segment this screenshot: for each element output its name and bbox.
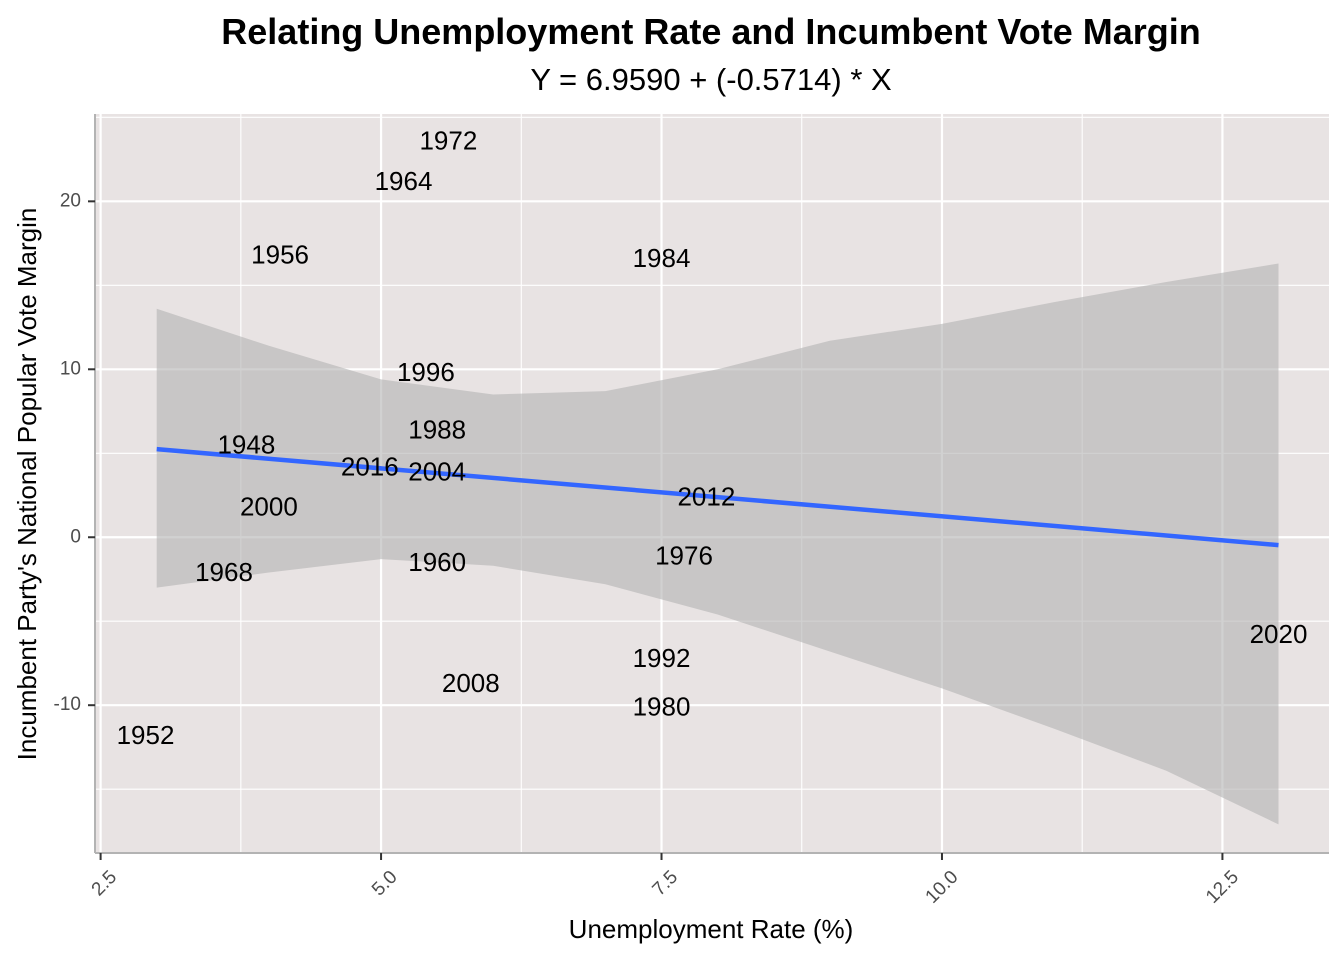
point-label-1988: 1988 xyxy=(408,414,466,444)
point-label-1956: 1956 xyxy=(251,240,309,270)
y-axis-ticks: -10 0 10 20 xyxy=(54,190,95,715)
point-label-1948: 1948 xyxy=(217,429,275,459)
point-label-2004: 2004 xyxy=(408,456,466,486)
point-label-1996: 1996 xyxy=(397,357,455,387)
point-label-2012: 2012 xyxy=(677,481,735,511)
x-tick-label: 5.0 xyxy=(368,867,402,901)
point-label-2008: 2008 xyxy=(442,668,500,698)
y-axis-title: Incumbent Party's National Popular Vote … xyxy=(12,208,42,761)
chart-title: Relating Unemployment Rate and Incumbent… xyxy=(221,11,1201,52)
point-label-1964: 1964 xyxy=(375,166,433,196)
point-label-1976: 1976 xyxy=(655,540,713,570)
x-tick-label: 10.0 xyxy=(922,867,963,908)
y-tick-label: -10 xyxy=(54,694,81,715)
x-tick-label: 7.5 xyxy=(649,867,683,901)
point-label-1972: 1972 xyxy=(419,125,477,155)
point-label-2020: 2020 xyxy=(1250,619,1308,649)
chart-subtitle: Y = 6.9590 + (-0.5714) * X xyxy=(530,62,892,97)
point-label-1992: 1992 xyxy=(633,643,691,673)
x-axis-ticks: 2.5 5.0 7.5 10.0 12.5 xyxy=(88,853,1243,908)
point-label-2000: 2000 xyxy=(240,492,298,522)
regression-line xyxy=(156,446,1279,548)
confidence-band xyxy=(156,263,1279,825)
point-label-2016: 2016 xyxy=(341,451,399,481)
y-tick-label: 10 xyxy=(60,358,81,379)
x-tick-label: 2.5 xyxy=(88,867,122,901)
x-axis-title: Unemployment Rate (%) xyxy=(569,914,854,944)
y-tick-label: 20 xyxy=(60,190,81,211)
point-label-1984: 1984 xyxy=(633,243,691,273)
point-label-1968: 1968 xyxy=(195,557,253,587)
point-label-1960: 1960 xyxy=(408,547,466,577)
point-labels: 1948 1952 1956 1960 1964 1968 1972 1976 1980 1984… xyxy=(117,125,1308,750)
point-label-1980: 1980 xyxy=(633,691,691,721)
y-tick-label: 0 xyxy=(70,526,81,547)
point-label-1952: 1952 xyxy=(117,720,175,750)
x-tick-label: 12.5 xyxy=(1202,867,1243,908)
